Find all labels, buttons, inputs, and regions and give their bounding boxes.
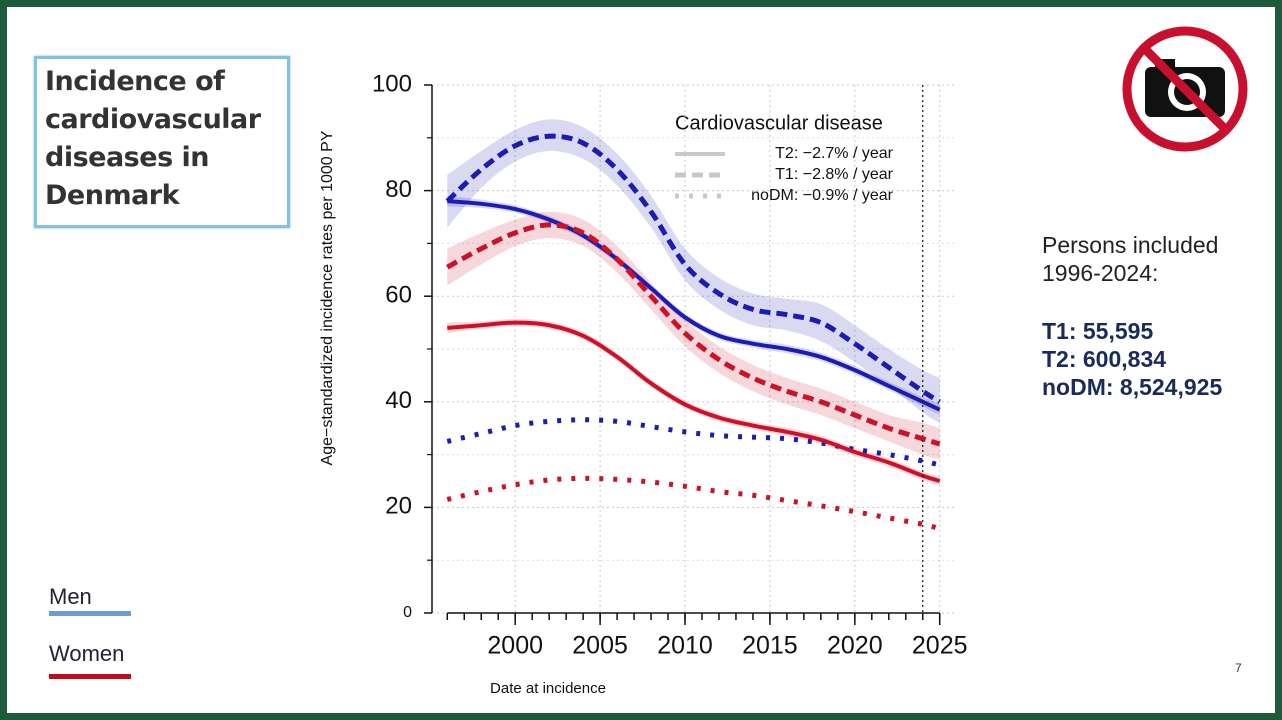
series-line bbox=[446, 222, 941, 447]
y-tick-label: 40 bbox=[385, 387, 412, 414]
slide-title: Incidence of cardiovascular diseases in … bbox=[34, 56, 290, 228]
y-axis-label: Age−standardized incidence rates per 100… bbox=[319, 130, 336, 465]
persons-heading: Persons included 1996-2024: bbox=[1042, 232, 1219, 286]
x-tick-label: 2020 bbox=[827, 632, 883, 660]
confidence-band bbox=[447, 211, 940, 460]
series-line bbox=[447, 199, 941, 412]
y-tick-label: 0 bbox=[403, 604, 412, 621]
persons-box: Persons included 1996-2024: T1: 55,595 T… bbox=[1042, 231, 1262, 401]
x-tick-label: 2000 bbox=[487, 632, 543, 660]
legend-label: T2: −2.7% / year bbox=[775, 145, 894, 162]
legend-title: Cardiovascular disease bbox=[675, 112, 883, 134]
x-tick-label: 2025 bbox=[912, 632, 968, 660]
y-tick-label: 20 bbox=[385, 493, 412, 520]
legend-label: Men bbox=[49, 584, 92, 609]
y-tick-label: 60 bbox=[385, 282, 412, 309]
x-tick-label: 2010 bbox=[657, 632, 713, 660]
legend-swatch bbox=[49, 611, 131, 616]
series-line bbox=[447, 320, 941, 483]
series-line bbox=[446, 417, 941, 468]
series-line bbox=[446, 475, 941, 531]
persons-value: T1: 55,595 bbox=[1042, 318, 1154, 344]
page-number: 7 bbox=[1235, 661, 1242, 675]
legend-label: T1: −2.8% / year bbox=[775, 166, 894, 183]
legend-swatch bbox=[49, 674, 131, 679]
no-camera-icon bbox=[1122, 26, 1248, 152]
x-tick-label: 2015 bbox=[742, 632, 798, 660]
y-tick-label: 100 bbox=[372, 70, 412, 97]
slide: Incidence of cardiovascular diseases in … bbox=[7, 7, 1275, 713]
legend-label: noDM: −0.9% / year bbox=[751, 187, 894, 204]
series-line bbox=[445, 133, 942, 404]
y-tick-label: 80 bbox=[385, 176, 412, 203]
x-axis-label: Date at incidence bbox=[490, 680, 606, 697]
persons-value: noDM: 8,524,925 bbox=[1042, 374, 1223, 400]
legend-label: Women bbox=[49, 641, 125, 666]
x-tick-label: 2005 bbox=[572, 632, 628, 660]
persons-value: T2: 600,834 bbox=[1042, 346, 1167, 372]
